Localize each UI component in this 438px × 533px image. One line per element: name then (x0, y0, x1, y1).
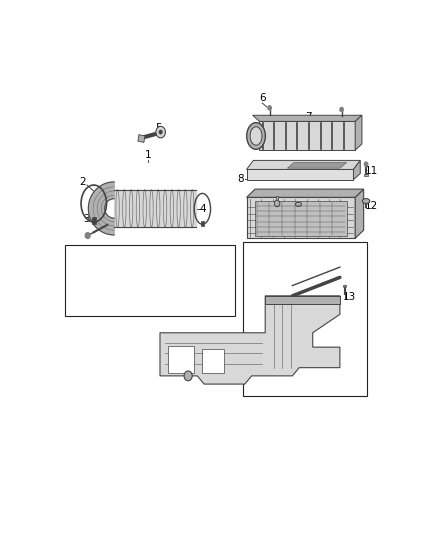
Polygon shape (247, 189, 364, 197)
Bar (276, 196, 279, 202)
Polygon shape (247, 160, 360, 169)
Polygon shape (353, 160, 360, 180)
Text: 1: 1 (145, 150, 152, 160)
Text: 13: 13 (185, 367, 198, 377)
Circle shape (184, 371, 192, 381)
Bar (169, 346, 194, 373)
Polygon shape (88, 182, 114, 235)
Text: 9: 9 (258, 205, 265, 215)
Circle shape (364, 162, 368, 166)
Polygon shape (355, 115, 362, 150)
Circle shape (159, 130, 162, 134)
Text: 7: 7 (305, 112, 312, 122)
Ellipse shape (247, 123, 265, 149)
Ellipse shape (295, 202, 301, 206)
Polygon shape (355, 189, 364, 238)
Circle shape (274, 200, 280, 207)
Circle shape (340, 108, 343, 111)
Ellipse shape (362, 199, 370, 204)
Ellipse shape (250, 127, 262, 145)
Bar (201, 221, 204, 226)
Circle shape (156, 126, 166, 138)
Ellipse shape (343, 285, 346, 288)
Bar (202, 349, 225, 373)
Text: 5: 5 (155, 124, 162, 133)
Bar (243, 243, 367, 397)
Polygon shape (287, 163, 346, 168)
Polygon shape (253, 115, 362, 122)
Text: 13: 13 (343, 292, 357, 302)
Text: 10: 10 (294, 206, 307, 216)
Polygon shape (114, 190, 196, 227)
Bar (364, 174, 368, 176)
Polygon shape (259, 122, 355, 150)
Text: 3: 3 (83, 214, 90, 224)
Circle shape (85, 232, 90, 238)
Polygon shape (247, 197, 355, 238)
Text: 2: 2 (80, 177, 86, 187)
Text: 4: 4 (199, 204, 206, 214)
Text: 12: 12 (364, 201, 378, 211)
Text: 8: 8 (237, 174, 244, 184)
Polygon shape (255, 201, 346, 236)
Text: 11: 11 (364, 166, 378, 176)
Polygon shape (160, 296, 340, 384)
Bar (138, 135, 145, 142)
Polygon shape (247, 169, 353, 180)
Text: 6: 6 (259, 93, 265, 103)
Circle shape (268, 106, 271, 110)
Bar (65, 245, 235, 317)
Polygon shape (265, 296, 340, 304)
Bar (92, 217, 96, 224)
Text: 14: 14 (185, 337, 198, 347)
